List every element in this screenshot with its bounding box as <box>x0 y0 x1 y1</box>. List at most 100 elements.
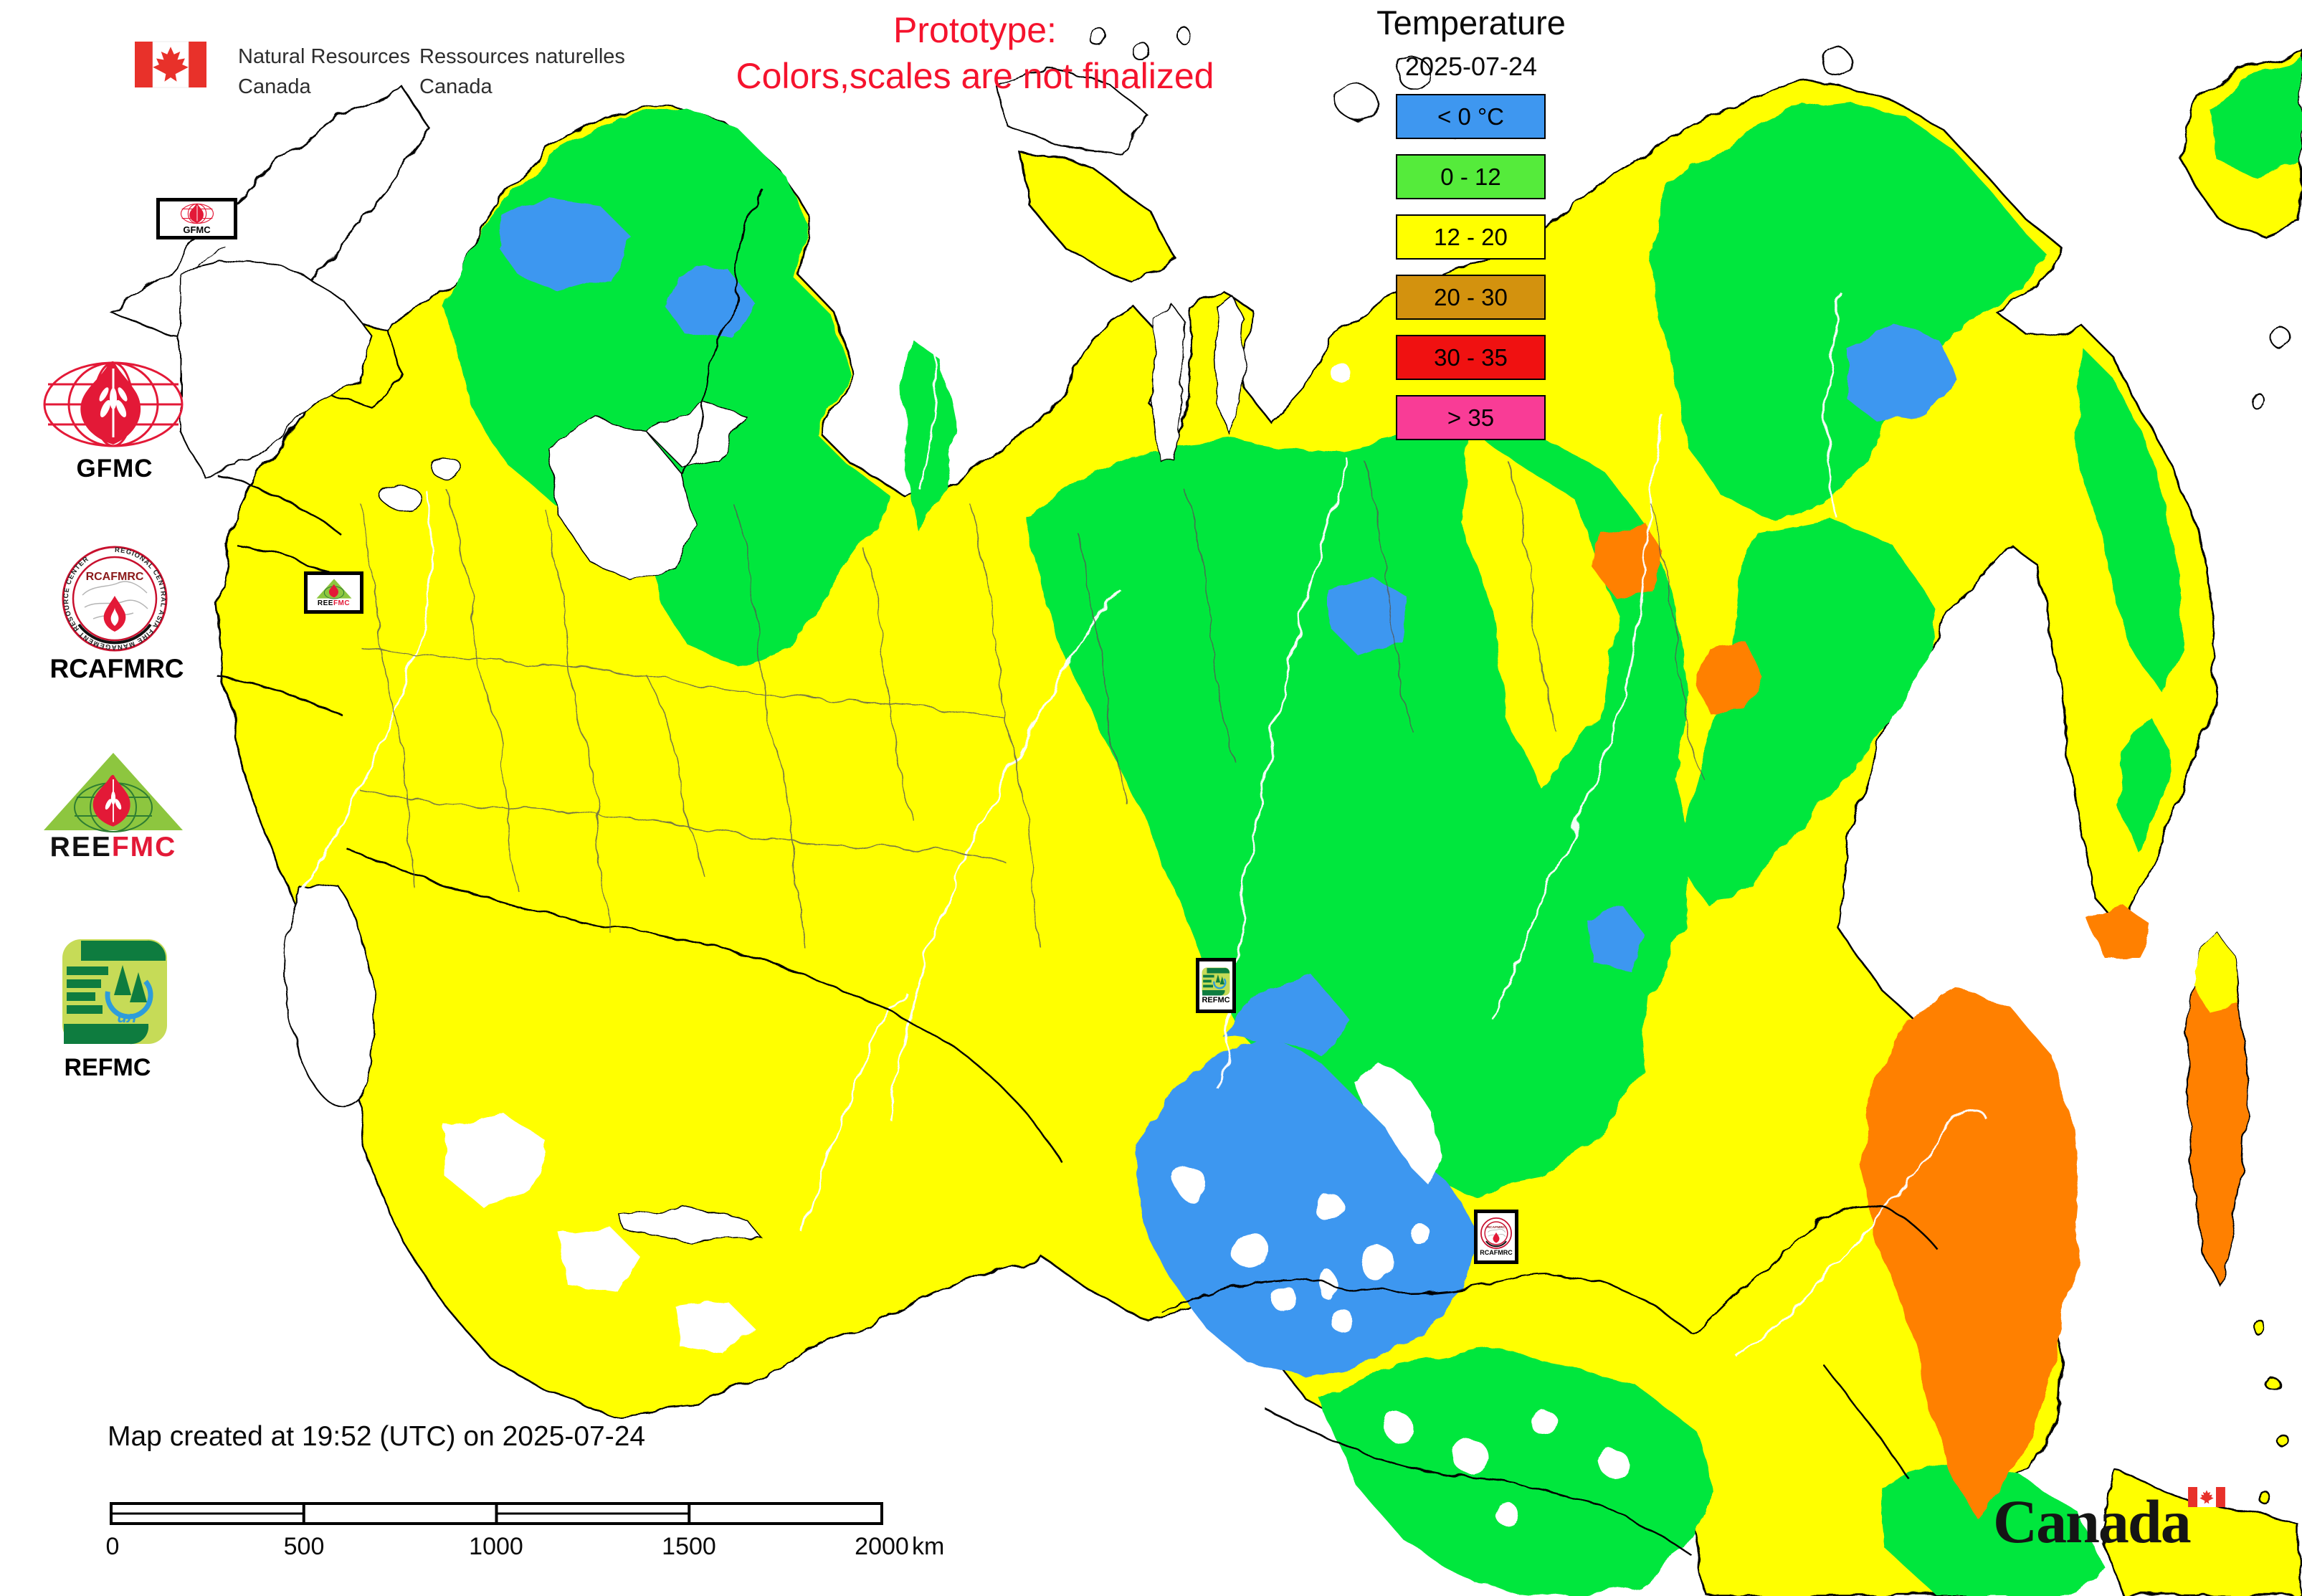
legend-swatch-20-30: 20 - 30 <box>1396 275 1546 320</box>
rcafmrc-marker-label: RCAFMRC <box>1480 1249 1513 1256</box>
scale-bar <box>110 1502 883 1525</box>
reefmc-label-red: FMC <box>111 832 177 863</box>
legend-swatch-below-0: < 0 °C <box>1396 94 1546 139</box>
map-white-sea <box>546 417 698 583</box>
legend-swatch-0-12: 0 - 12 <box>1396 154 1546 199</box>
legend-date: 2025-07-24 <box>1404 52 1538 81</box>
signature-fr-line2: Canada <box>419 75 493 99</box>
reefmc-marker-icon <box>316 579 351 599</box>
gfmc-logo <box>43 361 184 447</box>
legend-swatch-12-20: 12 - 20 <box>1396 214 1546 260</box>
map-created-timestamp: Map created at 19:52 (UTC) on 2025-07-24 <box>108 1421 646 1452</box>
signature-fr-line1: Ressources naturelles <box>419 45 625 68</box>
map-national-borders <box>216 187 1938 1559</box>
map-lake-balkhash <box>617 1205 763 1243</box>
map-blue-sayan-north <box>1220 977 1349 1055</box>
map-regions-orange <box>1593 521 2152 1521</box>
reefmc-marker-label-black: REE <box>317 599 333 607</box>
canada-wordmark: Canada <box>1993 1486 2251 1572</box>
map-green-kolyma <box>1679 518 1937 905</box>
signature-french: Ressources naturelles Canada <box>419 42 625 102</box>
legend-title: Temperature <box>1376 4 1566 42</box>
nrcan-signature: Natural Resources Canada Ressources natu… <box>135 26 680 112</box>
canada-wordmark-flag-icon <box>2188 1487 2225 1507</box>
refmc-marker-label: REFMC <box>1202 995 1230 1004</box>
prototype-line2: Colors,scales are not finalized <box>736 56 1214 96</box>
legend-swatch-above-35: > 35 <box>1396 395 1546 440</box>
map-novaya-zemlya-south <box>1018 151 1179 285</box>
signature-english: Natural Resources Canada <box>238 42 410 102</box>
map-orange-amur-mouth <box>2088 905 2152 955</box>
svg-text:RCAFMRC: RCAFMRC <box>1487 1225 1506 1230</box>
map-lake-ladoga <box>381 483 419 510</box>
rcafmrc-logo: REGIONAL CENTRAL ASIA FIRE MANAGEMENT RE… <box>62 546 168 652</box>
map-lake-khovsgol <box>1321 1269 1335 1301</box>
map-admin-borders <box>359 460 1701 949</box>
map-caspian-sea <box>283 885 377 1108</box>
map-marker-reefmc: REEFMC <box>304 571 363 614</box>
scale-tick-1000: 1000 <box>469 1533 523 1560</box>
reefmc-logo-label: REEFMC <box>29 832 198 863</box>
legend-items: < 0 °C 0 - 12 12 - 20 20 - 30 30 - 35 > … <box>1396 94 1546 455</box>
reefmc-marker-label-red: FMC <box>333 599 351 607</box>
map-sakhalin <box>2185 931 2250 1287</box>
gfmc-marker-label: GFMC <box>183 224 211 235</box>
map-green-mongolia <box>1321 1349 1715 1596</box>
reefmc-marker-label: REEFMC <box>318 599 350 607</box>
map-marker-refmc: REFMC <box>1196 958 1236 1013</box>
map-green-chukotka <box>1650 102 2045 518</box>
scale-tick-1500: 1500 <box>662 1533 716 1560</box>
map-ob-gulf-east <box>1214 297 1247 434</box>
map-novaya-zemlya-north <box>997 67 1150 153</box>
map-orange-amur-primorye <box>1858 991 2080 1521</box>
scale-unit-label: km <box>912 1533 945 1560</box>
map-blue-transbaikal <box>1586 905 1643 969</box>
legend-swatch-30-35: 30 - 35 <box>1396 335 1546 380</box>
map-green-ne-china <box>1880 1464 2102 1596</box>
map-desert-2 <box>561 1227 639 1292</box>
refmc-marker-icon <box>1202 967 1230 995</box>
map-lake-onega <box>431 455 461 480</box>
reefmc-label-black: REE <box>49 832 112 863</box>
rcafmrc-marker-icon: RCAFMRC <box>1480 1217 1512 1249</box>
refmc-inner-text: ил <box>117 1008 136 1026</box>
map-blue-putorana <box>1328 575 1407 654</box>
map-orange-spot-yakutia-2 <box>1693 640 1761 714</box>
map-marker-gfmc: GFMC <box>156 198 237 239</box>
map-lake-baikal <box>1354 1063 1442 1184</box>
map-desert-3 <box>675 1299 754 1357</box>
map-white-sea-arm <box>645 402 748 468</box>
map-green-alaska <box>2208 57 2302 179</box>
map-blue-kola-1 <box>496 195 632 295</box>
map-green-kamchatka-north <box>2073 346 2181 690</box>
canada-wordmark-text: Canada <box>1993 1487 2192 1556</box>
map-blue-chukotka <box>1844 324 1959 424</box>
map-yellow-lena-valley <box>1457 432 1614 790</box>
map-green-ural <box>900 338 955 532</box>
reefmc-logo <box>44 753 183 832</box>
gfmc-logo-label: GFMC <box>76 455 153 483</box>
maple-leaf-icon <box>153 47 189 82</box>
prototype-line1: Prototype: <box>893 10 1057 50</box>
refmc-logo-label: REFMC <box>64 1054 151 1081</box>
map-blue-kola-2 <box>661 267 754 338</box>
prototype-warning: Prototype: Colors,scales are not finaliz… <box>645 7 1305 99</box>
map-baltic-sea <box>180 258 376 476</box>
gfmc-marker-icon <box>180 203 214 224</box>
map-ob-gulf-west <box>1152 301 1185 461</box>
scale-tick-2000: 2000 <box>855 1533 909 1560</box>
canada-flag-icon <box>135 41 206 88</box>
map-desert-1 <box>446 1113 546 1206</box>
rcafmrc-logo-label: RCAFMRC <box>49 654 184 683</box>
signature-en-line2: Canada <box>238 75 311 99</box>
scale-tick-500: 500 <box>283 1533 325 1560</box>
map-water-white <box>180 258 1629 1526</box>
refmc-logo: ил <box>62 939 167 1045</box>
signature-en-line1: Natural Resources <box>238 45 411 68</box>
rcafmrc-inner-text: RCAFMRC <box>86 571 144 583</box>
map-marker-rcafmrc: RCAFMRC RCAFMRC <box>1474 1210 1518 1264</box>
scale-tick-0: 0 <box>105 1533 120 1560</box>
map-green-kamchatka-south <box>2116 718 2174 847</box>
